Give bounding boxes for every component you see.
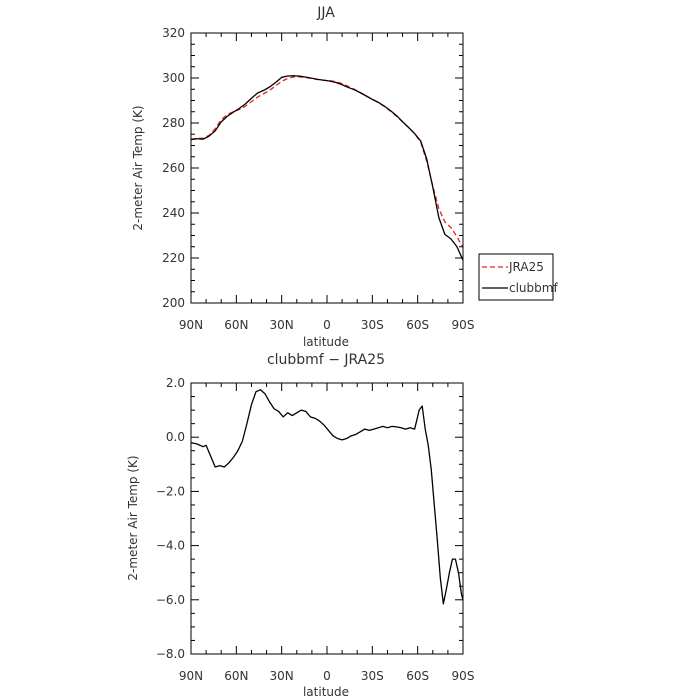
panel2-series xyxy=(190,389,464,605)
x-tick-label: 30S xyxy=(361,669,384,683)
x-tick-label: 60N xyxy=(224,318,248,332)
series-line-clubbmf-jra25 xyxy=(190,389,464,605)
panel-difference: clubbmf − JRA25 2-meter Air Temp (K) lat… xyxy=(126,352,474,699)
panel1-tick-labels: 200 220 240 260 280 300 320 90N 60N 30N 0 30S 60S 90S xyxy=(162,26,474,332)
y-tick-label: 220 xyxy=(162,251,185,265)
y-tick-label: −8.0 xyxy=(156,647,185,661)
y-tick-label: 0.0 xyxy=(166,430,185,444)
y-tick-label: 240 xyxy=(162,206,185,220)
y-tick-label: 200 xyxy=(162,296,185,310)
panel2-ylabel: 2-meter Air Temp (K) xyxy=(126,455,140,580)
panel2-xlabel: latitude xyxy=(303,685,349,699)
y-tick-label: −2.0 xyxy=(156,484,185,498)
panel1-series xyxy=(190,75,464,261)
x-tick-label: 90N xyxy=(179,669,203,683)
panel1-legend: JRA25 clubbmf xyxy=(478,253,558,301)
panel1-ylabel: 2-meter Air Temp (K) xyxy=(131,105,145,230)
y-tick-label: −4.0 xyxy=(156,539,185,553)
x-tick-label: 0 xyxy=(323,669,331,683)
x-tick-label: 60N xyxy=(224,669,248,683)
x-tick-label: 90S xyxy=(452,669,475,683)
legend-box xyxy=(478,253,554,301)
y-tick-label: 280 xyxy=(162,116,185,130)
panel1-xlabel: latitude xyxy=(303,335,349,349)
x-tick-label: 60S xyxy=(406,318,429,332)
x-tick-label: 30S xyxy=(361,318,384,332)
y-tick-label: 320 xyxy=(162,26,185,40)
x-tick-label: 0 xyxy=(323,318,331,332)
x-tick-label: 90S xyxy=(452,318,475,332)
x-tick-label: 30N xyxy=(270,318,294,332)
y-tick-label: 300 xyxy=(162,71,185,85)
y-tick-label: −6.0 xyxy=(156,593,185,607)
panel2-tick-labels: −8.0 −6.0 −4.0 −2.0 0.0 2.0 90N 60N 30N 0 30S 60S 90… xyxy=(156,376,475,683)
x-tick-label: 30N xyxy=(270,669,294,683)
legend-label-jra25: JRA25 xyxy=(508,260,544,274)
panel1-title: JJA xyxy=(316,5,335,21)
panel2-frame xyxy=(190,382,464,655)
y-tick-label: 260 xyxy=(162,161,185,175)
series-line-clubbmf xyxy=(190,75,464,261)
x-tick-label: 90N xyxy=(179,318,203,332)
panel2-title: clubbmf − JRA25 xyxy=(267,352,385,368)
y-tick-label: 2.0 xyxy=(166,376,185,390)
legend-label-clubbmf: clubbmf xyxy=(509,281,558,295)
x-tick-label: 60S xyxy=(406,669,429,683)
panel-jja: JJA 2-meter Air Temp (K) latitude 200 220… xyxy=(131,5,558,349)
panel1-frame xyxy=(190,32,464,304)
